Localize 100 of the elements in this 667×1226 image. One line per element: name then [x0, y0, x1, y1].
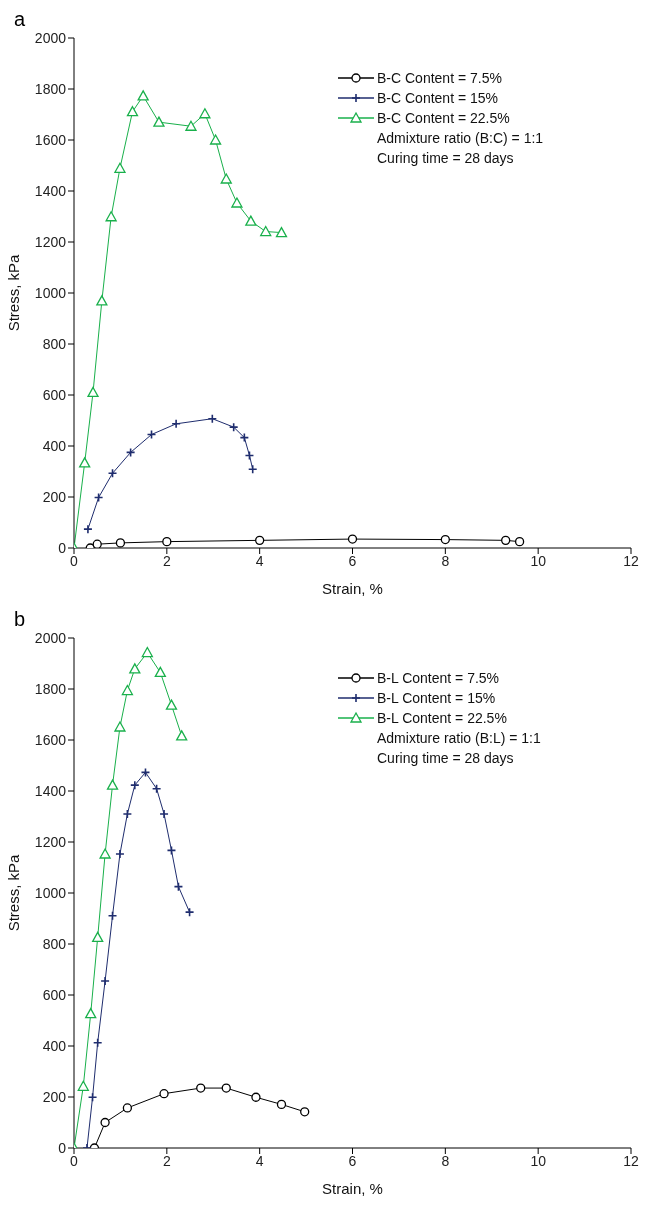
point: [162, 536, 172, 547]
legend-label: B-C Content = 22.5%: [377, 109, 510, 128]
x-tick-label: 6: [348, 552, 357, 569]
point: [121, 684, 134, 696]
y-tick-label: 1000: [34, 884, 67, 901]
point: [276, 1099, 287, 1110]
y-tick-label: 1200: [34, 233, 67, 250]
y-axis-title: Stress, kPa: [5, 254, 23, 332]
y-tick-label: 800: [42, 335, 67, 352]
point: [77, 1080, 89, 1091]
x-tick-label: 0: [70, 1152, 79, 1169]
point: [100, 1117, 110, 1128]
point: [96, 295, 108, 306]
point: [159, 809, 169, 819]
point: [440, 534, 450, 545]
chart-title: b: [14, 608, 26, 631]
point: [106, 779, 119, 790]
point: [137, 90, 149, 101]
point: [260, 225, 272, 237]
y-tick-label: 1800: [34, 80, 67, 97]
y-axis-title: Stress, kPa: [5, 854, 23, 932]
point: [220, 173, 232, 184]
x-tick-label: 2: [162, 552, 171, 569]
point: [245, 215, 257, 226]
point: [501, 535, 511, 545]
y-tick-label: 2000: [34, 29, 67, 46]
point: [231, 197, 243, 208]
y-tick-label: 1200: [34, 833, 67, 850]
annotation: Admixture ratio (B:L) = 1:1: [376, 729, 542, 748]
annotation: Admixture ratio (B:C) = 1:1: [376, 129, 545, 148]
y-tick-label: 1600: [34, 731, 67, 748]
point: [176, 730, 188, 741]
x-axis-title: Strain, %: [322, 1180, 383, 1197]
point: [153, 116, 165, 127]
point: [130, 780, 140, 790]
annotation: Curing time = 28 days: [376, 149, 515, 168]
point: [122, 1103, 133, 1113]
x-tick-label: 8: [441, 1152, 450, 1169]
legend-label: B-C Content = 7.5%: [377, 69, 502, 88]
legend-label: B-L Content = 7.5%: [377, 669, 500, 688]
x-tick-label: 8: [441, 552, 450, 569]
y-tick-label: 1000: [34, 284, 67, 301]
point: [159, 1089, 169, 1099]
y-tick-label: 2000: [34, 629, 67, 646]
annotation: Curing time = 28 days: [376, 749, 515, 768]
point: [115, 849, 125, 859]
y-tick-label: 200: [42, 488, 67, 505]
y-tick-label: 600: [42, 386, 67, 403]
y-tick-label: 800: [42, 935, 67, 952]
x-tick-label: 10: [530, 1152, 547, 1169]
legend-label: B-C Content = 15%: [377, 89, 499, 108]
point: [114, 721, 126, 732]
x-tick-label: 4: [255, 1152, 264, 1169]
x-tick-label: 0: [70, 552, 79, 569]
point: [514, 536, 525, 547]
point: [99, 848, 111, 859]
point: [79, 457, 91, 468]
y-tick-label: 600: [42, 986, 67, 1003]
point: [126, 106, 139, 117]
point: [300, 1107, 310, 1117]
point: [83, 524, 93, 534]
point: [92, 931, 104, 943]
point: [171, 419, 181, 429]
point: [85, 1007, 97, 1019]
x-tick-label: 2: [162, 1152, 171, 1169]
point: [251, 1092, 261, 1102]
point: [141, 646, 153, 658]
point: [105, 211, 117, 222]
y-tick-label: 0: [58, 1139, 67, 1156]
x-tick-label: 4: [255, 552, 264, 569]
point: [129, 663, 141, 674]
chart-title: a: [14, 8, 26, 31]
y-tick-label: 1400: [34, 782, 67, 799]
y-tick-label: 400: [42, 1037, 67, 1054]
x-tick-label: 6: [348, 1152, 357, 1169]
point: [115, 538, 126, 548]
point: [247, 464, 258, 475]
y-tick-label: 400: [42, 437, 67, 454]
point: [199, 108, 211, 119]
point: [196, 1083, 206, 1093]
legend-label: B-L Content = 22.5%: [377, 709, 507, 728]
point: [114, 162, 126, 173]
point: [221, 1083, 231, 1093]
legend-label: B-L Content = 15%: [377, 689, 496, 708]
y-tick-label: 1600: [34, 131, 67, 148]
y-tick-label: 1800: [34, 680, 67, 697]
x-tick-label: 10: [530, 552, 547, 569]
point: [185, 120, 197, 131]
point: [255, 535, 265, 545]
point: [87, 386, 99, 398]
point: [154, 666, 166, 678]
x-axis-title: Strain, %: [322, 580, 383, 597]
point: [165, 699, 178, 710]
point: [100, 976, 110, 986]
point: [92, 539, 102, 548]
point: [347, 534, 358, 544]
y-tick-label: 1400: [34, 182, 67, 199]
point: [209, 134, 222, 145]
x-tick-label: 12: [623, 1152, 639, 1169]
point: [275, 226, 288, 238]
